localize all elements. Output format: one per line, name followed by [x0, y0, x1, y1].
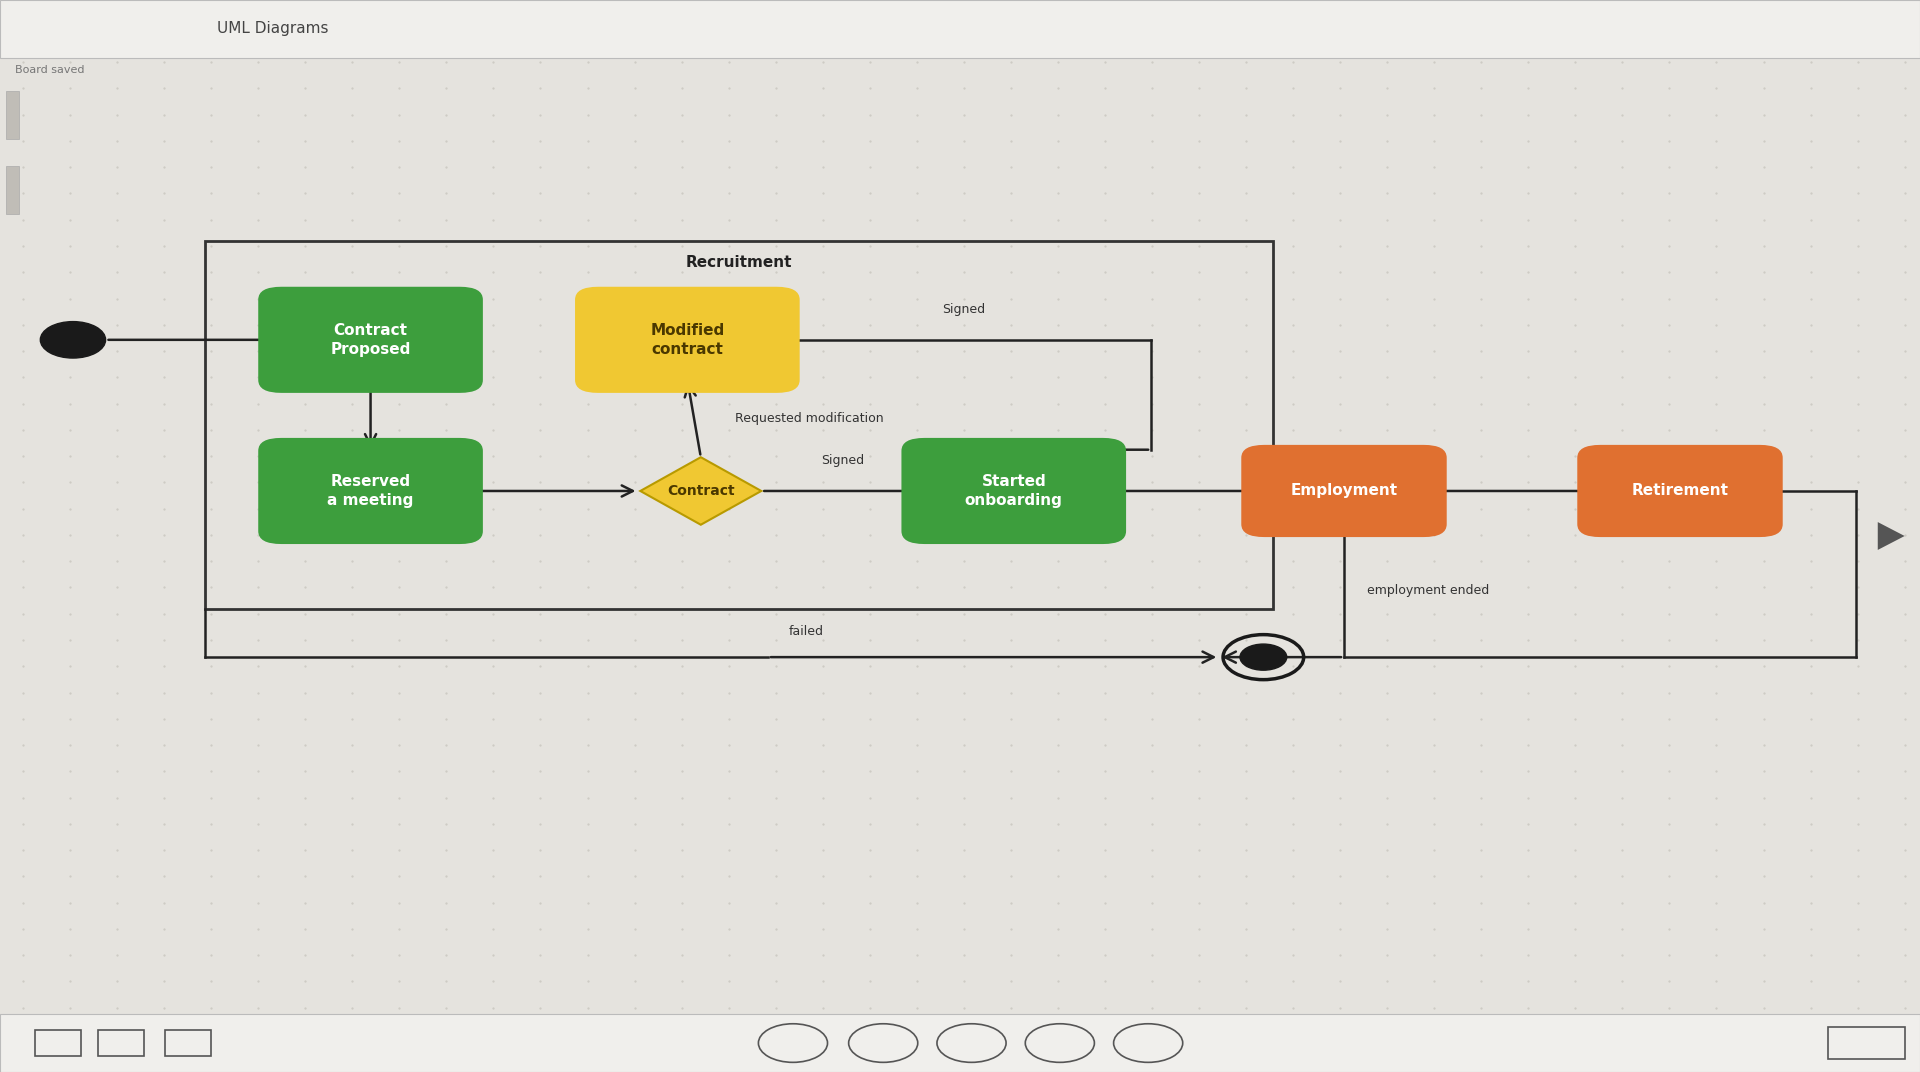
- Bar: [6, 166, 19, 214]
- FancyBboxPatch shape: [1240, 445, 1446, 537]
- Bar: [0, 0, 1920, 58]
- Text: Signed: Signed: [822, 455, 864, 467]
- FancyBboxPatch shape: [1578, 445, 1782, 537]
- Text: Modified
contract: Modified contract: [651, 323, 724, 357]
- Polygon shape: [1878, 522, 1905, 550]
- Text: Reserved
a meeting: Reserved a meeting: [328, 474, 413, 508]
- Text: Started
onboarding: Started onboarding: [966, 474, 1062, 508]
- Text: UML Diagrams: UML Diagrams: [217, 21, 328, 36]
- Bar: [205, 241, 1273, 609]
- Bar: [6, 91, 19, 139]
- Circle shape: [1240, 644, 1286, 670]
- Text: employment ended: employment ended: [1367, 584, 1490, 597]
- FancyBboxPatch shape: [902, 437, 1125, 544]
- Text: Recruitment: Recruitment: [685, 255, 793, 270]
- Circle shape: [40, 322, 106, 358]
- Bar: [0, 1014, 1920, 1072]
- Text: Contract
Proposed: Contract Proposed: [330, 323, 411, 357]
- Text: Board saved: Board saved: [15, 65, 84, 75]
- FancyBboxPatch shape: [576, 286, 799, 392]
- Text: failed: failed: [789, 625, 824, 638]
- Bar: [35, 1030, 81, 1056]
- FancyBboxPatch shape: [257, 437, 484, 544]
- FancyBboxPatch shape: [257, 286, 484, 392]
- Bar: [165, 1030, 211, 1056]
- Bar: [1828, 1027, 1905, 1059]
- Text: Contract: Contract: [666, 483, 735, 498]
- Text: Signed: Signed: [943, 303, 985, 316]
- Polygon shape: [641, 457, 760, 524]
- Bar: [98, 1030, 144, 1056]
- Text: Requested modification: Requested modification: [735, 412, 883, 426]
- Text: Retirement: Retirement: [1632, 483, 1728, 498]
- Text: Employment: Employment: [1290, 483, 1398, 498]
